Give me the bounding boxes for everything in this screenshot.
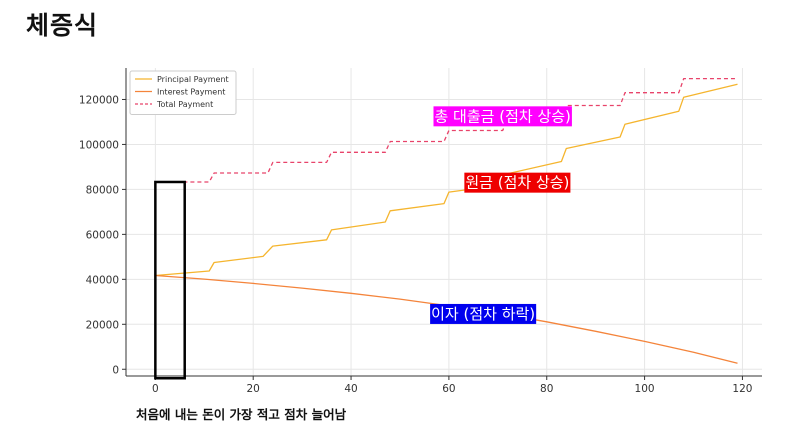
x-tick-label: 40 (344, 383, 357, 395)
y-tick-label: 20000 (86, 319, 119, 331)
annotation-2: 원금 (점차 상승) (464, 172, 571, 193)
annotations: 총 대출금 (점차 상승) 원금 (점차 상승) 이자 (점차 하락) (430, 106, 572, 324)
legend-label: Total Payment (156, 100, 213, 109)
tick-labels: 0 20 40 60 80 100 120 0 20000 40000 60000 80000 1000… (79, 94, 753, 395)
annotation-bg (464, 172, 571, 193)
legend: Principal Payment Interest Payment Total P… (129, 70, 237, 115)
x-tick-label: 100 (635, 383, 655, 395)
highlight-box (154, 180, 186, 380)
x-tick-label: 80 (540, 383, 553, 395)
annotation-3: 이자 (점차 하락) (430, 303, 537, 324)
y-tick-label: 60000 (86, 229, 119, 241)
total-payment-line (155, 77, 738, 183)
annotation-text: 원금 (점차 상승) (465, 174, 569, 192)
annotation-1: 총 대출금 (점차 상승) (433, 106, 572, 127)
x-tick-label: 120 (732, 383, 752, 395)
y-tick-label: 40000 (86, 274, 119, 286)
annotation-bg (430, 303, 537, 324)
y-tick-label: 120000 (79, 94, 119, 106)
legend-box (129, 70, 237, 115)
y-tick-label: 0 (112, 364, 119, 376)
chart-caption: 처음에 내는 돈이 가장 적고 점차 늘어남 (136, 407, 347, 422)
principal-payment-line (155, 83, 738, 277)
page-title: 체증식 (26, 11, 99, 40)
x-tick-label: 0 (152, 383, 159, 395)
annotation-bg (433, 106, 572, 127)
annotation-text: 총 대출금 (점차 상승) (434, 107, 570, 125)
x-tick-label: 60 (442, 383, 455, 395)
legend-label: Principal Payment (157, 75, 229, 84)
annotation-text: 이자 (점차 하락) (431, 305, 535, 323)
x-tick-label: 20 (247, 383, 260, 395)
grid-lines (126, 68, 762, 376)
y-tick-label: 100000 (79, 139, 119, 151)
legend-label: Interest Payment (157, 88, 225, 97)
y-tick-label: 80000 (86, 184, 119, 196)
highlight-box-layer (154, 180, 186, 380)
